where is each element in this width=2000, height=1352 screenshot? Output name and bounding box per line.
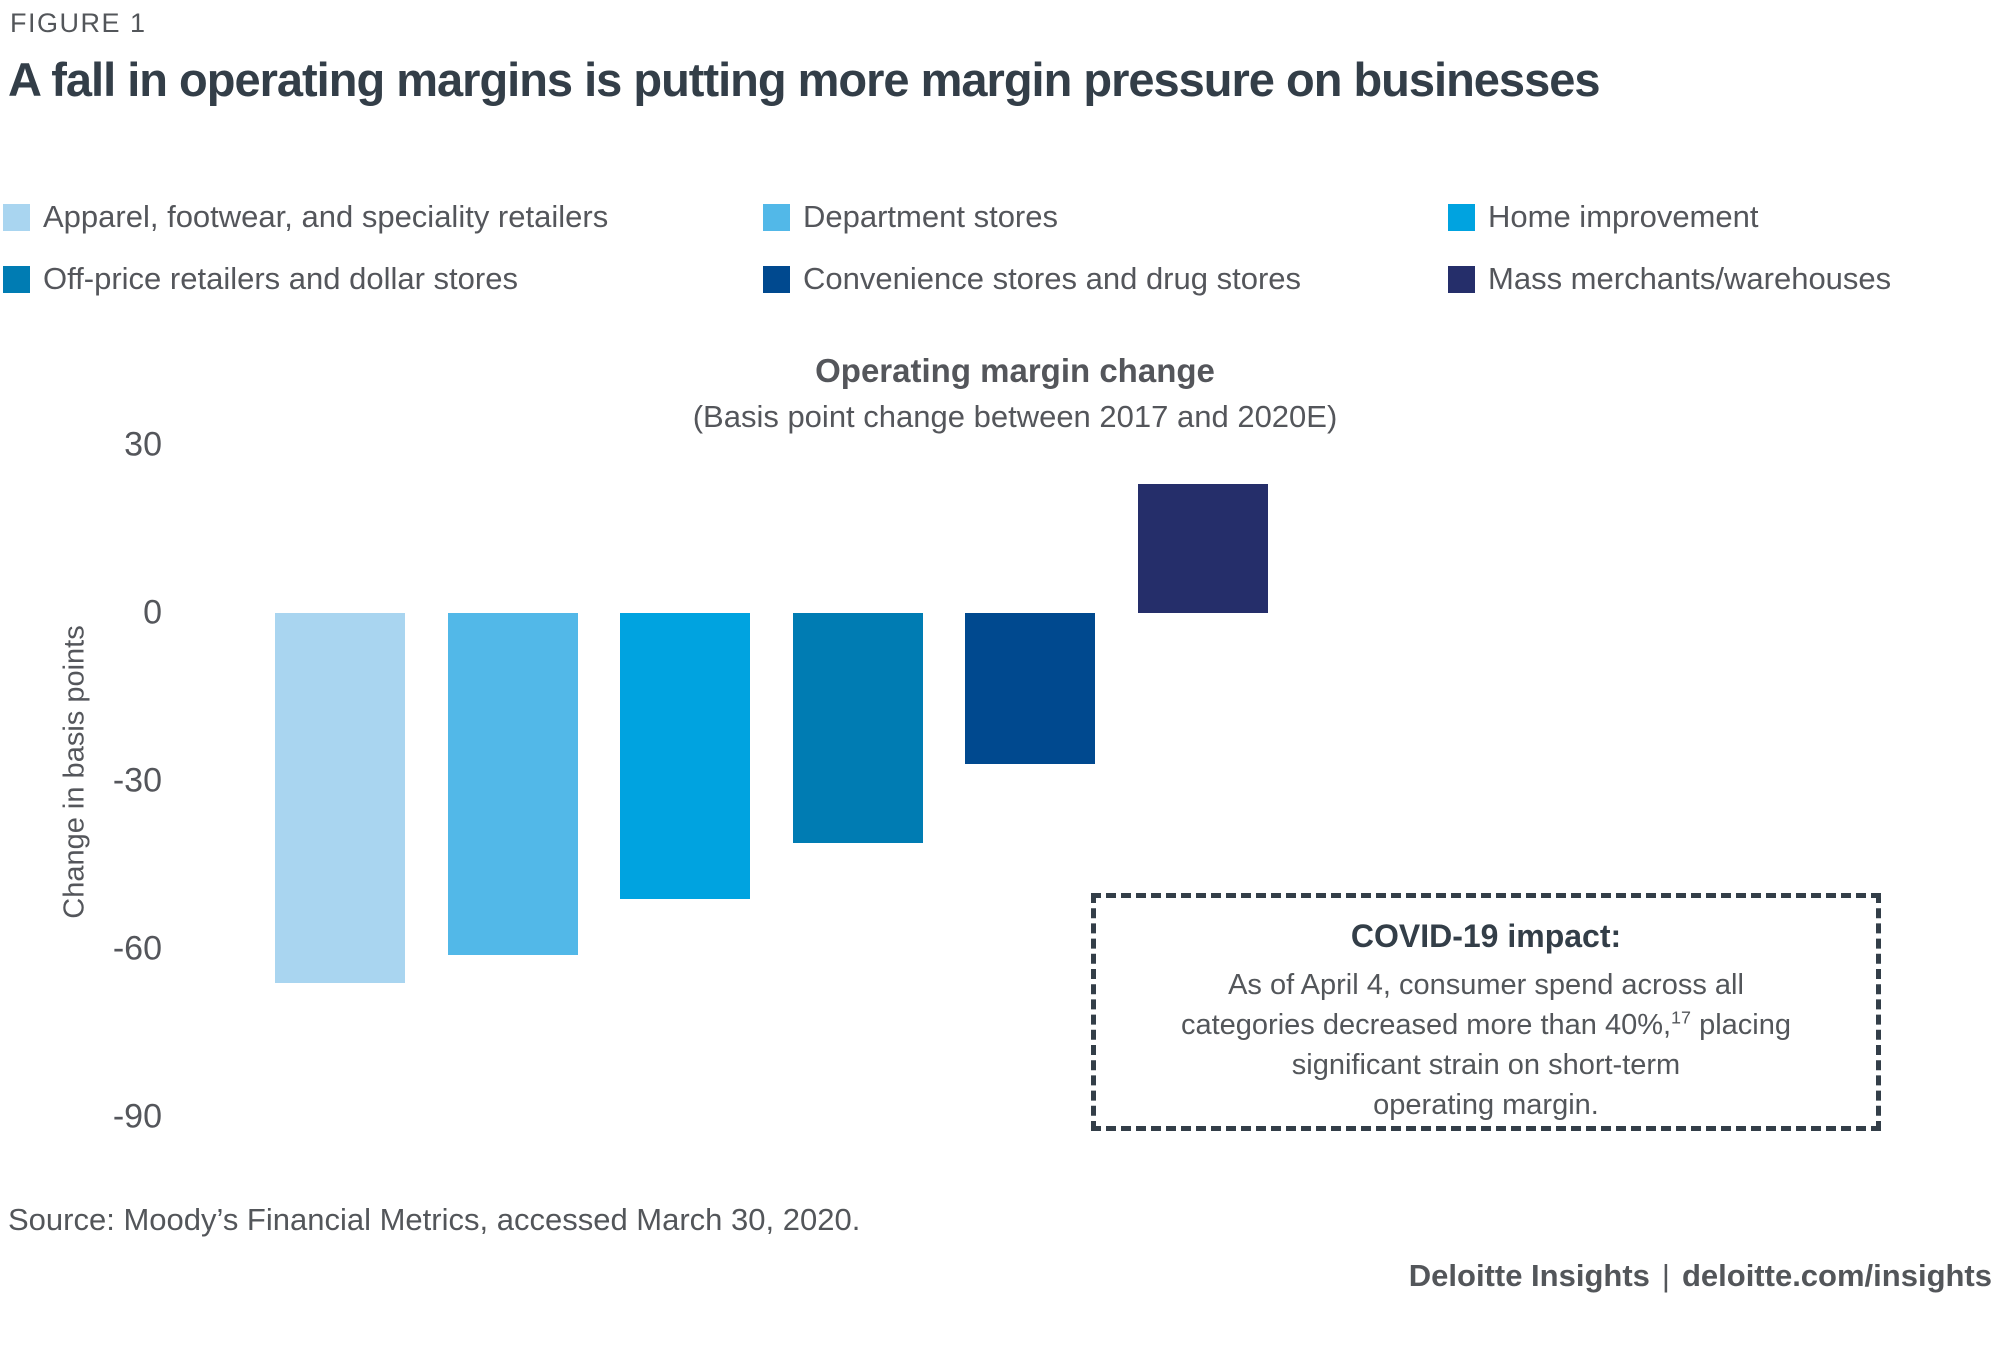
bar-6	[1137, 484, 1268, 613]
legend-item: Off-price retailers and dollar stores	[3, 261, 518, 297]
footer-brand: Deloitte Insights	[1408, 1258, 1650, 1293]
legend-label: Convenience stores and drug stores	[803, 261, 1302, 296]
callout-body: As of April 4, consumer spend across all…	[1096, 965, 1876, 1125]
legend-label: Home improvement	[1488, 199, 1759, 234]
legend-label: Apparel, footwear, and speciality retail…	[43, 199, 609, 234]
figure-title: A fall in operating margins is putting m…	[8, 53, 1600, 106]
legend: Apparel, footwear, and speciality retail…	[0, 0, 2000, 320]
chart-header: Operating margin change (Basis point cha…	[480, 352, 1550, 435]
covid-callout-box: COVID-19 impact: As of April 4, consumer…	[1091, 893, 1881, 1131]
legend-swatch	[1448, 265, 1475, 293]
bar-3	[620, 613, 750, 899]
bar-5	[965, 613, 1095, 765]
callout-line: operating margin.	[1373, 1089, 1599, 1121]
y-tick-label: -60	[112, 929, 162, 968]
legend-label: Off-price retailers and dollar stores	[43, 261, 518, 296]
footer-separator: |	[1661, 1258, 1670, 1293]
bar-4	[792, 613, 923, 843]
legend-swatch	[763, 203, 790, 231]
y-tick-label: 0	[143, 593, 162, 632]
legend-swatch	[763, 265, 790, 293]
y-tick-label: -90	[112, 1097, 162, 1136]
legend-swatch	[3, 203, 30, 231]
bar-1	[275, 613, 405, 983]
legend-label: Department stores	[803, 199, 1058, 234]
chart-subtitle: (Basis point change between 2017 and 202…	[692, 399, 1338, 434]
chart-title: Operating margin change	[815, 352, 1215, 389]
footer: Deloitte Insights | deloitte.com/insights	[1409, 1258, 1992, 1294]
callout-title: COVID-19 impact:	[1350, 918, 1622, 954]
y-tick-label: -30	[112, 761, 162, 800]
y-axis-ticks: 30 0 -30 -60 -90	[0, 0, 162, 1352]
legend-item: Home improvement	[1448, 199, 1758, 235]
callout-line: categories decreased more than 40%,17 pl…	[1180, 1007, 1792, 1041]
legend-label: Mass merchants/warehouses	[1488, 261, 1892, 296]
figure-label: FIGURE 1	[10, 8, 147, 38]
footer-url: deloitte.com/insights	[1681, 1258, 1992, 1293]
y-tick-label: 30	[124, 425, 162, 464]
legend-item: Department stores	[763, 199, 1058, 235]
legend-item: Apparel, footwear, and speciality retail…	[3, 199, 608, 235]
source-line: Source: Moody’s Financial Metrics, acces…	[8, 1202, 861, 1237]
legend-swatch	[1448, 203, 1475, 231]
callout-line: As of April 4, consumer spend across all	[1228, 969, 1744, 1001]
legend-item: Convenience stores and drug stores	[763, 261, 1301, 297]
footnote-superscript: 17	[1671, 1007, 1692, 1028]
legend-swatch	[3, 265, 30, 293]
callout-line: significant strain on short-term	[1291, 1049, 1681, 1081]
legend-item: Mass merchants/warehouses	[1448, 261, 1891, 297]
bar-2	[447, 613, 578, 955]
